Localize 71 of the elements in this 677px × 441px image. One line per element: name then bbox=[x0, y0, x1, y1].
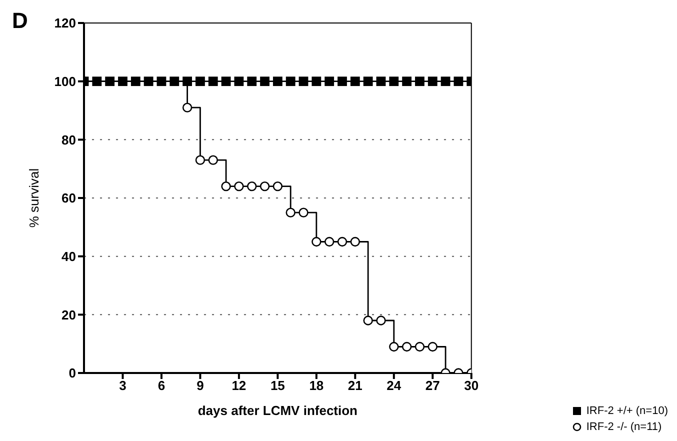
x-tick-label: 24 bbox=[386, 378, 402, 394]
y-tick-label: 80 bbox=[62, 132, 76, 148]
point bbox=[272, 76, 282, 86]
point bbox=[298, 208, 308, 218]
point bbox=[182, 76, 192, 86]
x-axis-title: days after LCMV infection bbox=[198, 403, 358, 418]
x-tick-label: 18 bbox=[309, 378, 324, 394]
x-tick-label: 6 bbox=[158, 378, 166, 394]
point bbox=[234, 76, 244, 86]
point bbox=[221, 181, 231, 192]
point bbox=[428, 76, 438, 86]
y-tick-label: 60 bbox=[62, 190, 76, 206]
x-tick-label: 3 bbox=[119, 378, 126, 394]
x-tick-label: 12 bbox=[232, 378, 246, 394]
point bbox=[312, 76, 322, 86]
point bbox=[337, 236, 348, 247]
x-tick-label: 27 bbox=[425, 378, 440, 394]
point bbox=[195, 155, 206, 165]
point bbox=[440, 76, 450, 86]
point bbox=[272, 181, 283, 192]
point bbox=[428, 342, 438, 352]
chart-title: D bbox=[12, 8, 28, 34]
x-tick-label: 9 bbox=[196, 378, 204, 394]
point bbox=[156, 76, 166, 86]
y-tick-label: 40 bbox=[62, 248, 76, 264]
y-tick-label: 100 bbox=[54, 74, 76, 89]
point bbox=[234, 181, 244, 192]
x-tick-label: 15 bbox=[270, 378, 285, 394]
point bbox=[144, 76, 154, 86]
point bbox=[454, 76, 464, 86]
point bbox=[350, 236, 360, 247]
point bbox=[415, 76, 424, 86]
point bbox=[182, 102, 192, 112]
point bbox=[363, 76, 373, 86]
point bbox=[389, 342, 399, 352]
legend-label: IRF-2 -/- (n=11) bbox=[586, 421, 662, 433]
y-axis-title: % survival bbox=[26, 168, 42, 228]
point bbox=[402, 76, 412, 86]
x-tick-label: 21 bbox=[348, 378, 362, 394]
point bbox=[130, 76, 140, 86]
point bbox=[389, 76, 399, 86]
point bbox=[170, 76, 180, 86]
point bbox=[118, 76, 128, 86]
point bbox=[312, 236, 322, 247]
point bbox=[208, 155, 218, 165]
point bbox=[286, 208, 296, 218]
point bbox=[324, 236, 334, 247]
point bbox=[402, 342, 412, 352]
legend-label: IRF-2 +/+ (n=10) bbox=[586, 405, 668, 417]
point bbox=[221, 76, 231, 86]
point bbox=[260, 76, 270, 86]
point bbox=[363, 316, 373, 326]
point bbox=[286, 76, 296, 86]
point bbox=[247, 76, 257, 86]
point bbox=[414, 342, 425, 352]
point bbox=[324, 76, 334, 86]
point bbox=[298, 76, 308, 86]
y-tick-label: 120 bbox=[54, 16, 76, 31]
y-tick-label: 0 bbox=[68, 366, 76, 381]
point bbox=[105, 76, 115, 86]
point bbox=[376, 316, 386, 326]
point bbox=[208, 76, 218, 86]
y-tick-label: 20 bbox=[62, 307, 76, 322]
point bbox=[196, 76, 205, 86]
x-tick-label: 30 bbox=[464, 378, 479, 394]
point bbox=[376, 76, 386, 86]
point bbox=[247, 181, 257, 192]
point bbox=[338, 76, 347, 86]
point bbox=[260, 181, 270, 192]
point bbox=[92, 76, 102, 86]
point bbox=[350, 76, 360, 86]
